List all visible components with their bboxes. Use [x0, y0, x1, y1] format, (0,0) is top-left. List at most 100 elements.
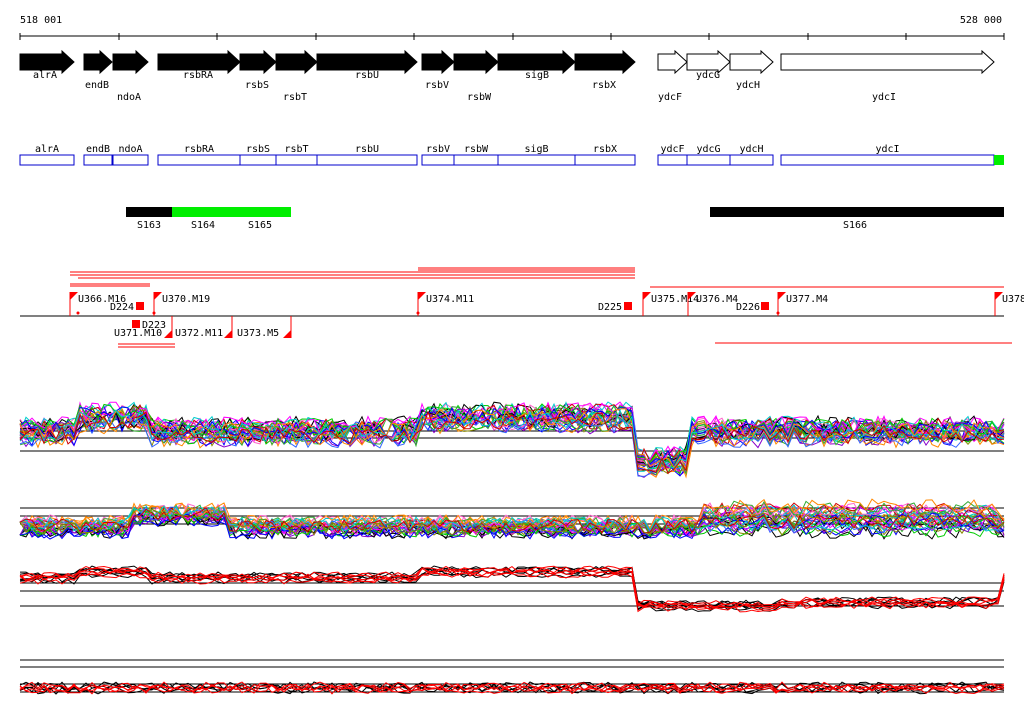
expression-profile-line: [19, 401, 1005, 463]
gene-box-label-rsbX: rsbX: [593, 144, 617, 155]
segment-label-S165: S165: [248, 220, 272, 231]
segment-bar-S165: [231, 207, 291, 217]
gene-box-label-ydcI: ydcI: [875, 144, 899, 155]
gene-box-rsbS: [239, 154, 277, 166]
gene-label-ydcF: ydcF: [658, 92, 682, 103]
transcript-label: U378: [1002, 294, 1024, 305]
gene-arrow-sigB: [497, 49, 576, 75]
gene-label-rsbT: rsbT: [283, 92, 307, 103]
gene-label-endB: endB: [85, 80, 109, 91]
segment-bar-S163: [126, 207, 172, 217]
gene-box-rsbT: [275, 154, 318, 166]
gene-label-ydcH: ydcH: [736, 80, 760, 91]
expression-profile-line: [19, 412, 1005, 476]
gene-box-endB: [83, 154, 113, 166]
gene-box-label-ydcG: ydcG: [696, 144, 720, 155]
transcript-label: U366.M16: [78, 294, 126, 305]
gene-box-label-rsbU: rsbU: [355, 144, 379, 155]
segment-track: S163 S164 S165 S166: [126, 207, 1004, 231]
transcript-label: U376.M4: [696, 294, 738, 305]
gene-box-rsbW: [453, 154, 499, 166]
transcript-label: U371.M10: [114, 328, 162, 339]
gene-box-ydcG: [686, 154, 731, 166]
expression-profile-line: [19, 498, 1005, 530]
transcript-label: U375.M14: [651, 294, 699, 305]
gene-arrow-ydcH: [729, 49, 774, 75]
gene-arrow-rsbRA: [157, 49, 241, 75]
expression-profile-line: [19, 410, 1005, 474]
transcript-label: U370.M19: [162, 294, 210, 305]
transcript-dot: [76, 311, 80, 315]
segment-label-S164: S164: [191, 220, 215, 231]
gene-box-label-sigB: sigB: [524, 144, 548, 155]
gene-label-ydcI: ydcI: [872, 92, 896, 103]
transcript-start-flag: [778, 292, 786, 300]
transcript-label: D226: [736, 302, 760, 313]
transcript-stop-flag: [283, 330, 291, 338]
gene-box-ndoA: [112, 154, 149, 166]
gene-arrow-rsbT: [275, 49, 318, 75]
expression-profile-line: [19, 567, 1005, 608]
expression-profile-line: [19, 403, 1005, 467]
transcript-end-box: [761, 302, 769, 310]
transcript-label: D224: [110, 302, 134, 313]
transcript-dot: [416, 311, 420, 315]
transcript-label: U373.M5: [237, 328, 279, 339]
gene-label-rsbV: rsbV: [425, 80, 449, 91]
gene-box-label-alrA: alrA: [35, 144, 59, 155]
expression-profile-line: [19, 565, 1005, 607]
transcript-stop-flag: [224, 330, 232, 338]
gene-arrow-rsbS: [239, 49, 277, 75]
ruler-start-label: 518 001: [20, 15, 62, 26]
transcript-start-flag: [70, 292, 78, 300]
expression-profile-line: [19, 408, 1005, 471]
gene-box-rsbV: [421, 154, 455, 166]
gene-box-ydcH: [729, 154, 774, 166]
transcript-stop-flag: [164, 330, 172, 338]
expression-profile-line: [19, 567, 1005, 609]
expression-profile-line: [19, 507, 1005, 534]
gene-arrow-ydcI: [780, 49, 995, 75]
gene-label-ndoA: ndoA: [117, 92, 141, 103]
transcript-start-flag: [995, 292, 1003, 300]
ruler-ticks: [19, 33, 1005, 40]
gene-label-rsbRA: rsbRA: [183, 70, 213, 81]
transcript-label: U377.M4: [786, 294, 828, 305]
gene-box-label-rsbV: rsbV: [426, 144, 450, 155]
gene-arrow-ydcG: [686, 49, 731, 75]
gene-arrow-endB: [83, 49, 113, 75]
expression-profile-line: [19, 508, 1005, 536]
segment-label-S163: S163: [137, 220, 161, 231]
gene-arrow-ndoA: [112, 49, 149, 75]
segment-label-S166: S166: [843, 220, 867, 231]
gene-box-ydcF: [657, 154, 688, 166]
transcript-label: D223: [142, 320, 166, 331]
gene-arrow-rsbV: [421, 49, 455, 75]
gene-label-rsbX: rsbX: [592, 80, 616, 91]
segment-bar-S166: [710, 207, 1004, 217]
gene-box-label-rsbS: rsbS: [246, 144, 270, 155]
coordinate-ruler: 518 001 528 000: [19, 15, 1005, 40]
gene-box-sigB: [497, 154, 576, 166]
expression-profile-tracks: [19, 401, 1005, 695]
transcript-label: U374.M11: [426, 294, 474, 305]
expression-profile-line: [19, 681, 1005, 691]
gene-arrow-ydcF: [657, 49, 688, 75]
expression-profile-line: [19, 571, 1005, 613]
gene-box-label-rsbW: rsbW: [464, 144, 489, 155]
gene-label-sigB: sigB: [525, 70, 549, 81]
gene-label-rsbS: rsbS: [245, 80, 269, 91]
transcript-end-box: [624, 302, 632, 310]
expression-profile-line: [19, 683, 1005, 693]
gene-box-label-ydcF: ydcF: [660, 144, 684, 155]
gene-box-label-endB: endB: [86, 144, 110, 155]
transcript-label: U372.M11: [175, 328, 223, 339]
transcript-dot: [152, 311, 156, 315]
ydcI-highlight-marker: [994, 155, 1004, 165]
transcript-end-box: [136, 302, 144, 310]
transcript-dot: [776, 311, 780, 315]
transcript-label: D225: [598, 302, 622, 313]
gene-box-label-ydcH: ydcH: [739, 144, 763, 155]
gene-box-rsbX: [574, 154, 636, 166]
